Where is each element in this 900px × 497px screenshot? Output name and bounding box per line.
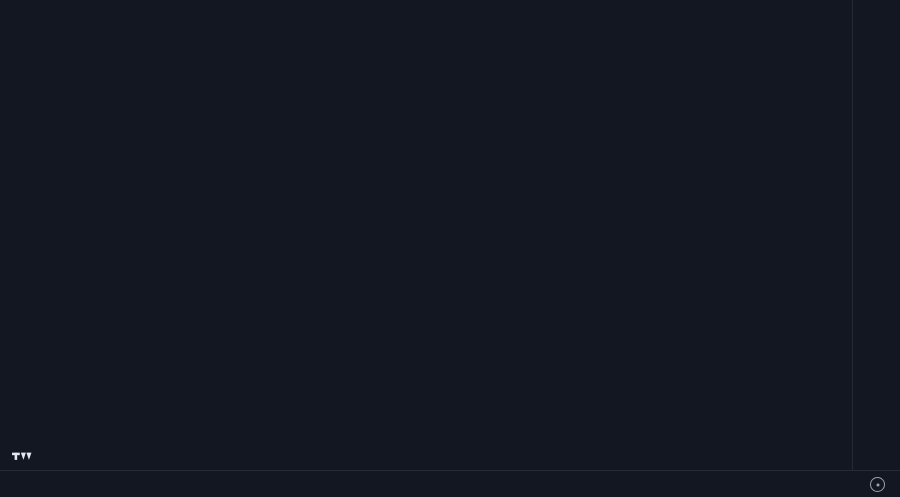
- chart-plot-area[interactable]: [0, 0, 852, 470]
- fibonacci-retracement: [0, 0, 852, 470]
- time-axis[interactable]: [0, 470, 900, 497]
- clock-icon[interactable]: [870, 477, 885, 492]
- tradingview-watermark: [12, 449, 38, 463]
- price-axis[interactable]: [852, 0, 900, 470]
- tradingview-logo-icon: [12, 452, 32, 460]
